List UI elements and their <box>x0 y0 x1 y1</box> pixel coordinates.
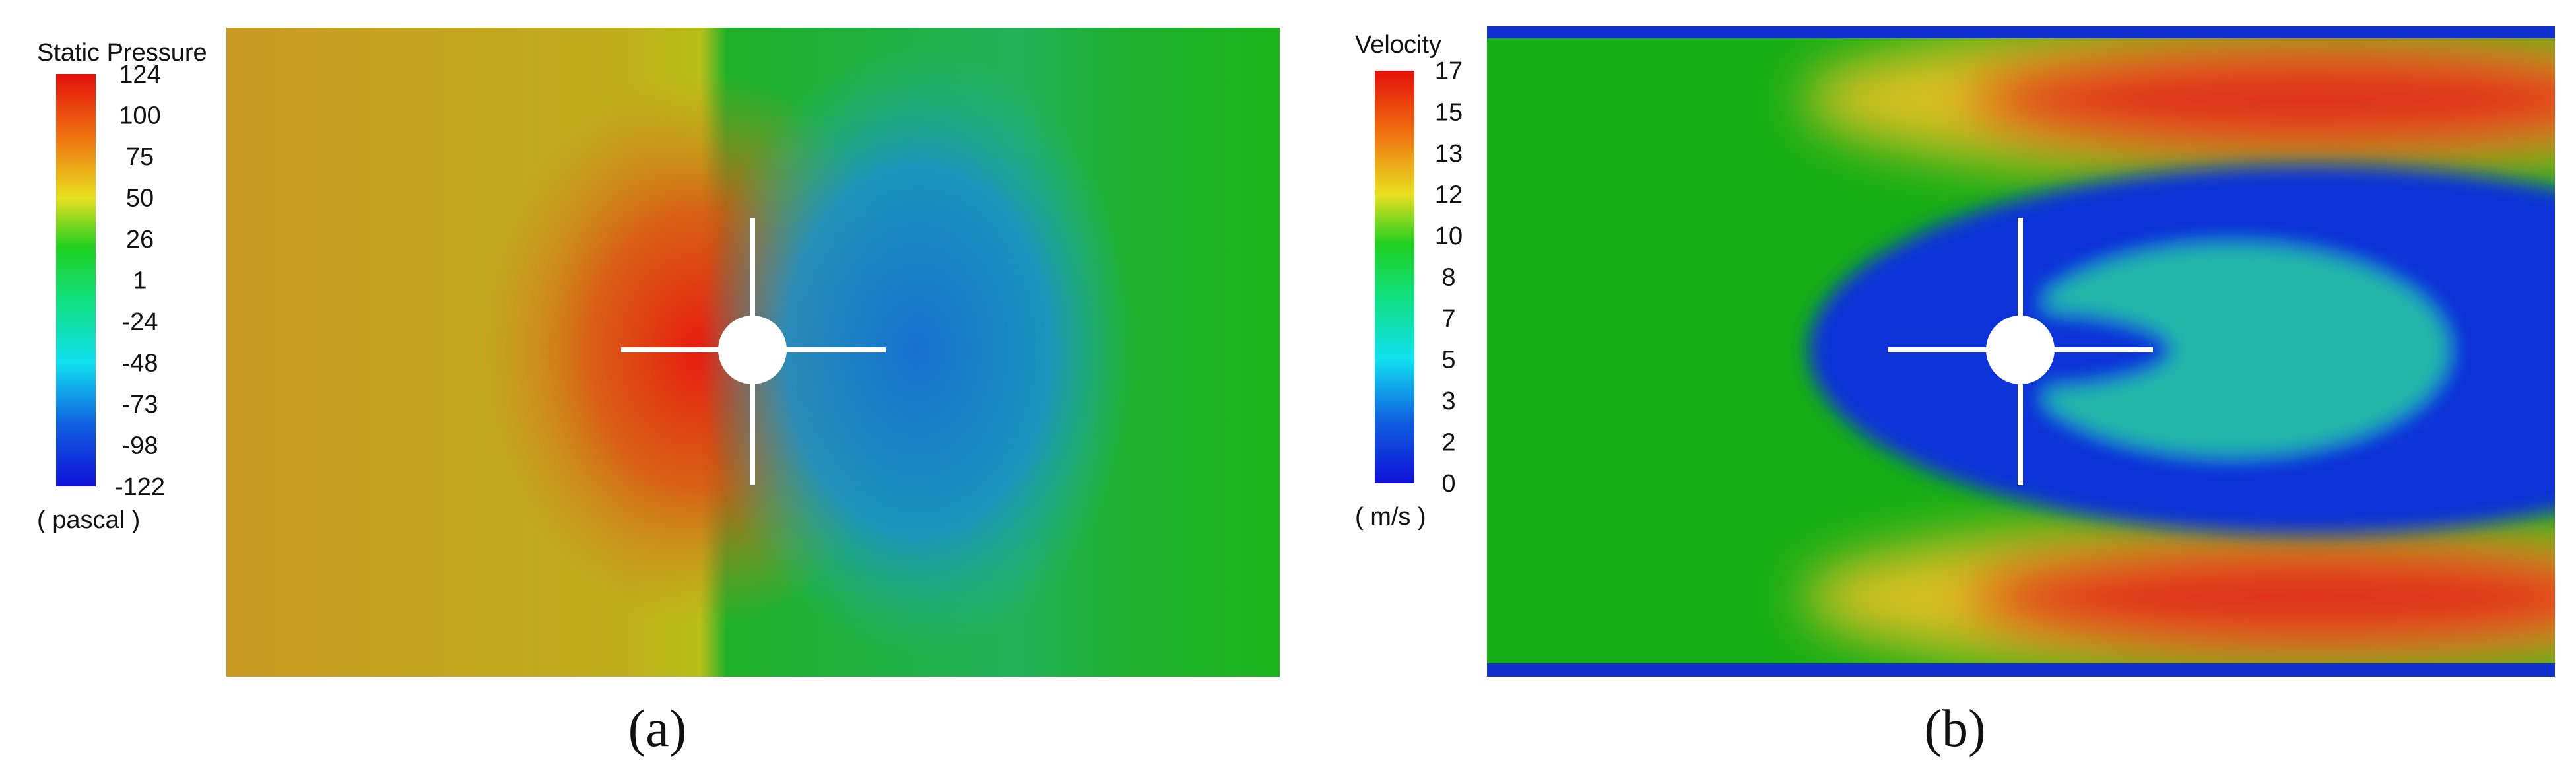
legend-tick-label: 17 <box>1435 57 1463 85</box>
colorbar <box>1375 71 1414 483</box>
legend-title: Static Pressure <box>37 39 207 67</box>
legend-tick-label: 26 <box>126 226 154 253</box>
colorbar <box>56 74 96 486</box>
caption: (a) <box>628 700 687 758</box>
legend-tick-label: 0 <box>1441 470 1455 498</box>
legend-tick-label: 15 <box>1435 99 1463 127</box>
legend-tick-label: 1 <box>133 267 147 295</box>
legend-tick-label: -98 <box>122 432 158 460</box>
legend-tick-label: 75 <box>126 143 154 171</box>
legend-tick-label: -24 <box>122 308 158 336</box>
legend-tick-label: -73 <box>122 391 158 418</box>
legend-tick-label: 8 <box>1441 264 1455 292</box>
legend-title: Velocity <box>1355 31 1441 59</box>
legend-tick-label: 100 <box>119 102 160 130</box>
legend-unit: ( pascal ) <box>37 506 140 534</box>
legend-tick-label: 50 <box>126 185 154 213</box>
legend-tick-label: 3 <box>1441 387 1455 415</box>
legend-tick-label: -48 <box>122 350 158 378</box>
velocity-field <box>1487 26 2555 677</box>
legend-tick-label: 7 <box>1441 305 1455 333</box>
legend-tick-label: 124 <box>119 61 160 88</box>
legend-tick-label: 10 <box>1435 222 1463 250</box>
pressure-field <box>226 28 1280 677</box>
legend-tick-label: -122 <box>115 473 165 501</box>
legend-tick-label: 2 <box>1441 429 1455 457</box>
legend-tick-label: 13 <box>1435 140 1463 168</box>
caption: (b) <box>1924 700 1985 758</box>
legend-unit: ( m/s ) <box>1355 503 1426 531</box>
legend-tick-label: 12 <box>1435 182 1463 209</box>
legend-tick-label: 5 <box>1441 347 1455 374</box>
